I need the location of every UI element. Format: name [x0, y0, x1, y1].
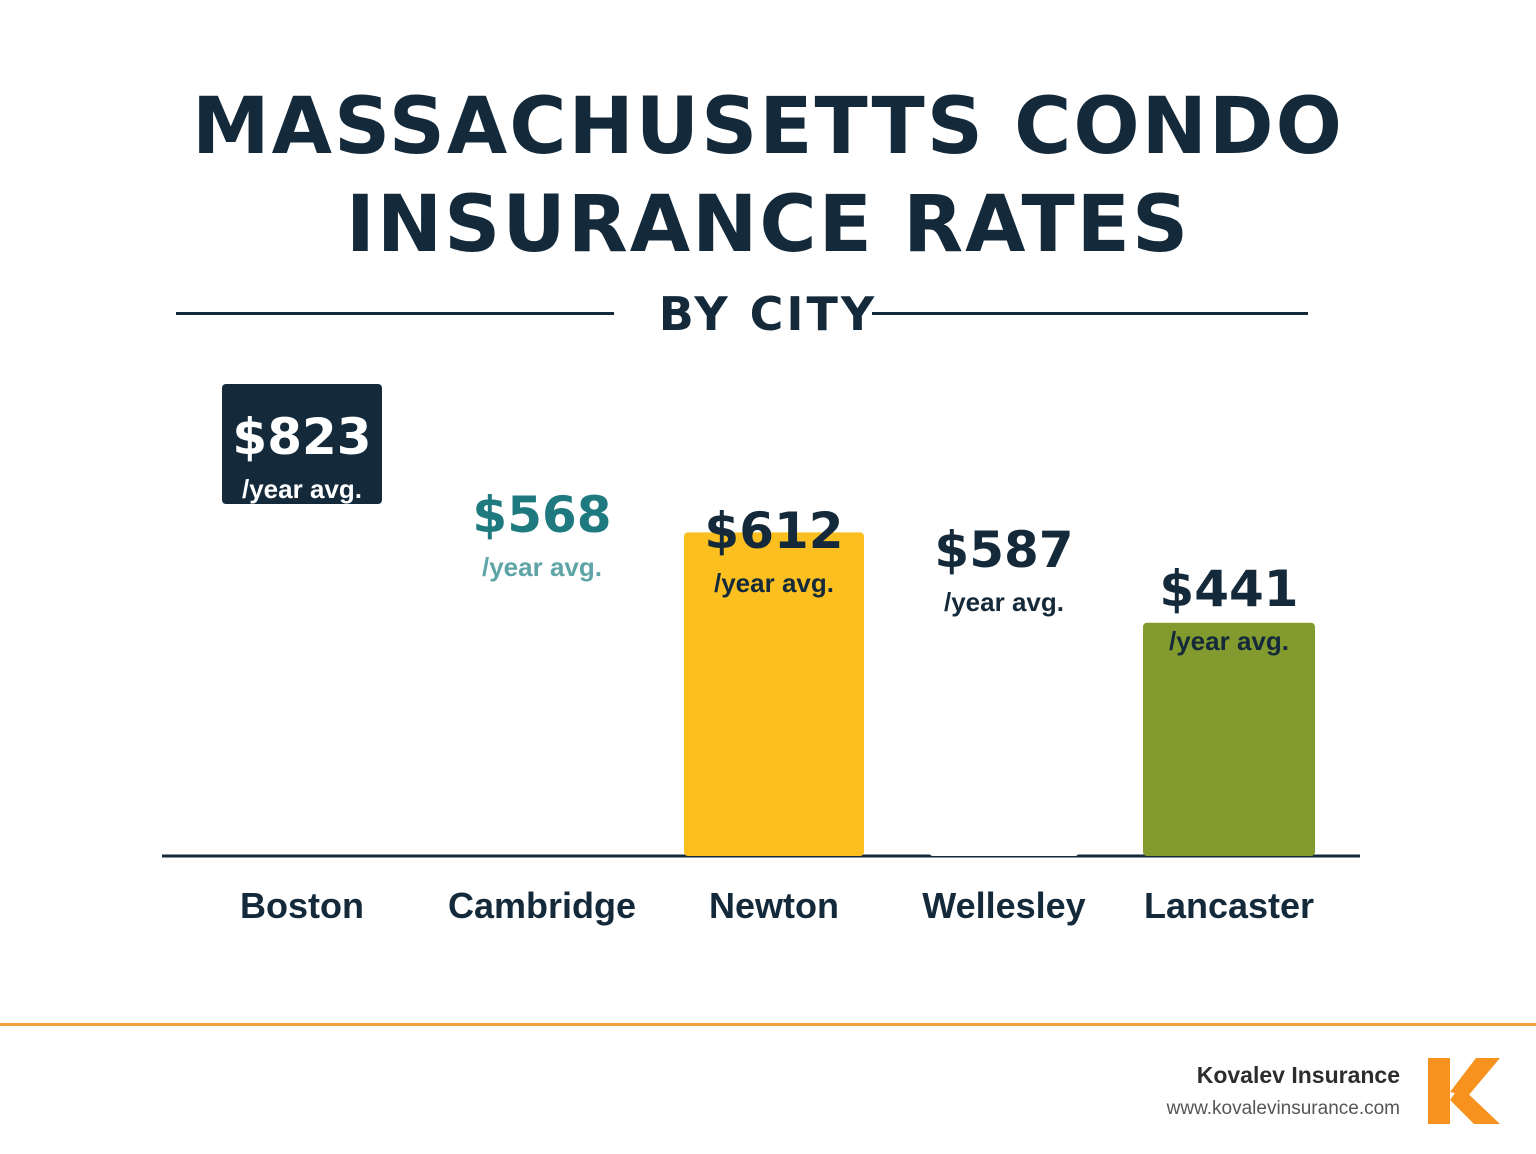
unit-label-newton: /year avg.	[714, 568, 834, 598]
value-label-boston: $823	[232, 408, 371, 466]
chart-title-line-1-text: MASSACHUSETTS CONDO	[192, 82, 1344, 172]
bar-boston	[222, 384, 382, 504]
x-tick-label-lancaster: Lancaster	[1144, 885, 1314, 926]
x-tick-label-boston: Boston	[240, 885, 364, 926]
unit-label-wellesley: /year avg.	[944, 587, 1064, 617]
bar-chart: $823/year avg. Boston $568/year avg. Cambri…	[162, 384, 1360, 926]
x-tick-label-wellesley: Wellesley	[922, 885, 1085, 926]
value-label-wellesley: $587	[934, 521, 1073, 579]
bar-lancaster	[1143, 622, 1315, 856]
brand-logo-icon	[1428, 1058, 1500, 1124]
x-tick-label-newton: Newton	[709, 885, 839, 926]
brand-name: Kovalev Insurance	[1196, 1062, 1400, 1088]
value-label-cambridge: $568	[472, 486, 611, 544]
chart-subtitle: BY CITY	[658, 287, 878, 341]
bar-newton	[684, 532, 864, 856]
bar-wellesley	[929, 545, 1079, 856]
unit-label-lancaster: /year avg.	[1169, 626, 1289, 656]
chart-title-line-2-text: INSURANCE RATES	[345, 180, 1191, 270]
unit-label-cambridge: /year avg.	[482, 552, 602, 582]
chart-title-line-1: MASSACHUSETTS CONDO INSURANCE RATES	[192, 82, 1344, 270]
chart-title: MASSACHUSETTS CONDO INSURANCE RATES	[0, 78, 1536, 274]
unit-label-boston: /year avg.	[242, 474, 362, 504]
brand-url[interactable]: www.kovalevinsurance.com	[1166, 1098, 1400, 1119]
value-label-newton: $612	[704, 502, 843, 560]
subtitle-rule-left	[176, 312, 614, 315]
footer-rule	[0, 1023, 1536, 1026]
value-label-lancaster: $441	[1159, 560, 1298, 618]
x-tick-label-cambridge: Cambridge	[448, 885, 636, 926]
subtitle-rule-right	[872, 312, 1308, 315]
